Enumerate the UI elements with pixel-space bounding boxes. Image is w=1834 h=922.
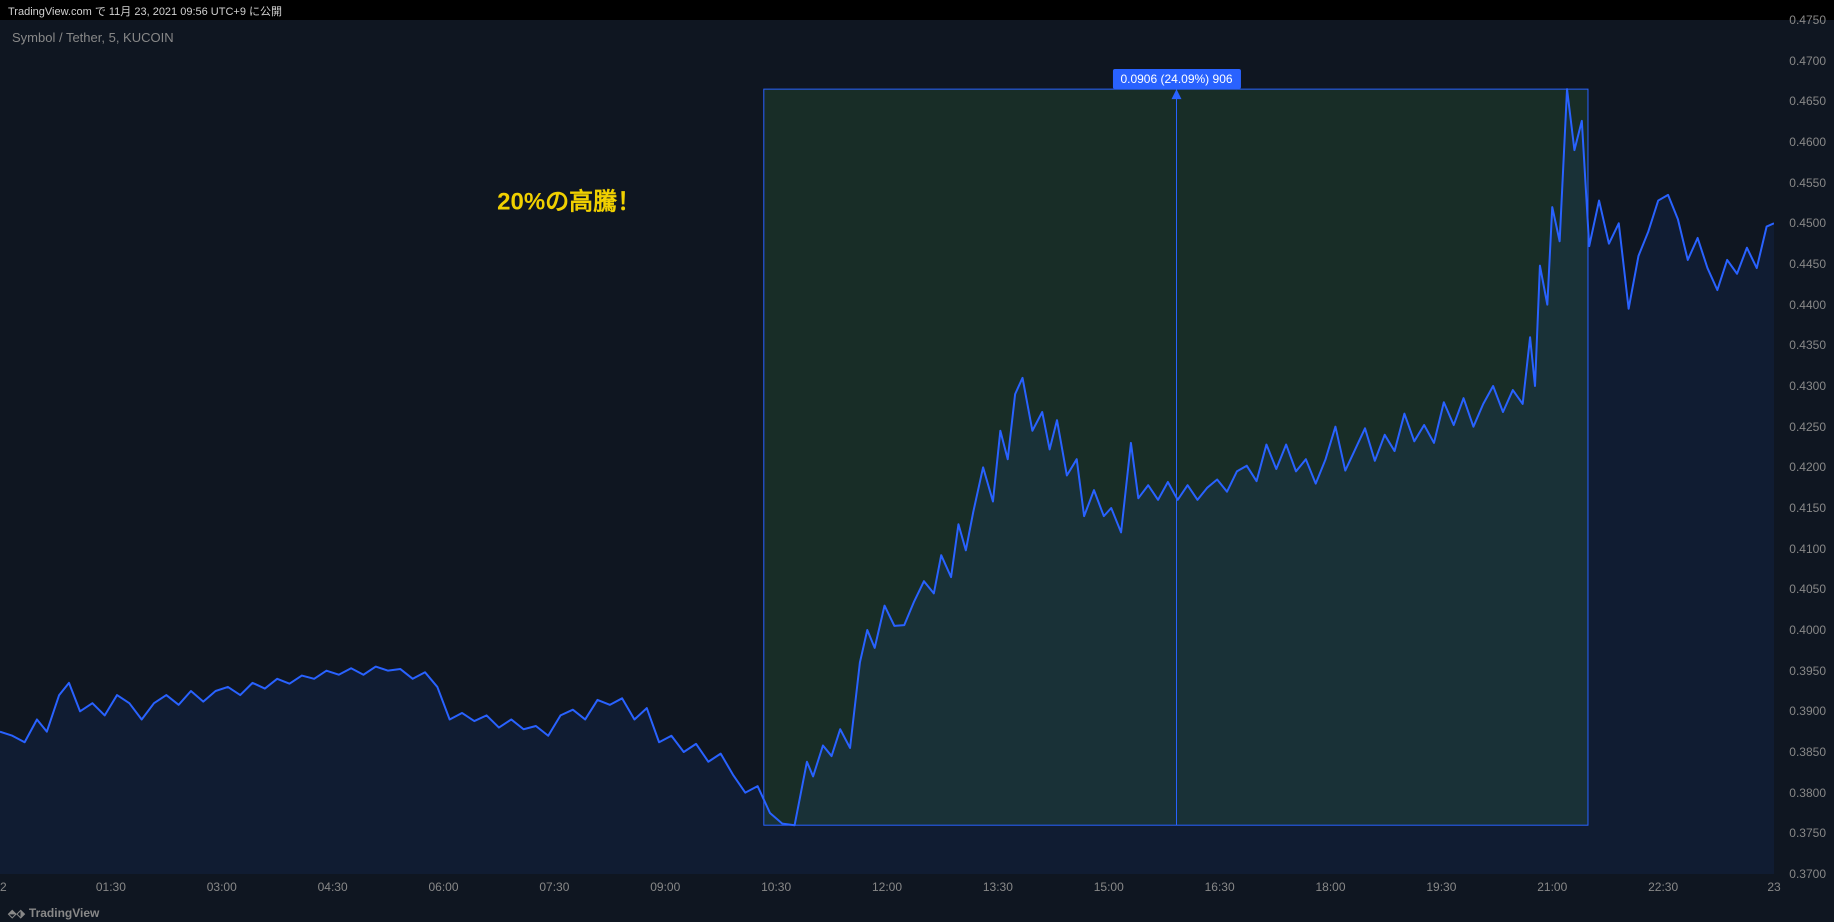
x-tick-label: 10:30 (761, 880, 791, 894)
x-axis: 22 01:30 03:00 04:30 06:00 07:30 09:00 10:30 12:… (0, 874, 1774, 900)
y-tick-label: 0.4550 (1789, 176, 1826, 190)
brand-text: TradingView (29, 906, 99, 920)
tradingview-logo-icon: ⬘⬗ (8, 907, 25, 920)
y-tick-label: 0.4300 (1789, 379, 1826, 393)
surge-annotation: 20%の高騰！ (497, 181, 641, 216)
x-tick-label: 01:30 (96, 880, 126, 894)
y-tick-label: 0.4050 (1789, 582, 1826, 596)
symbol-label: Symbol / Tether, 5, KUCOIN (12, 30, 174, 45)
y-tick-label: 0.3900 (1789, 704, 1826, 718)
x-tick-label: 06:00 (428, 880, 458, 894)
x-tick-label: 13:30 (983, 880, 1013, 894)
publish-text: TradingView.com で 11月 23, 2021 09:56 UTC… (8, 6, 282, 18)
x-tick-label: 16:30 (1205, 880, 1235, 894)
x-tick-label: 07:30 (539, 880, 569, 894)
y-tick-label: 0.4600 (1789, 135, 1826, 149)
x-tick-label: 04:30 (318, 880, 348, 894)
x-tick-label: 22:30 (1648, 880, 1678, 894)
measure-tooltip: 0.0906 (24.09%) 906 (1112, 69, 1240, 89)
x-tick-label: 23 (1767, 880, 1780, 894)
y-tick-label: 0.3800 (1789, 786, 1826, 800)
y-tick-label: 0.4400 (1789, 298, 1826, 312)
x-tick-label: 03:00 (207, 880, 237, 894)
y-tick-label: 0.4350 (1789, 338, 1826, 352)
y-tick-label: 0.4750 (1789, 13, 1826, 27)
y-tick-label: 0.4000 (1789, 623, 1826, 637)
x-tick-label: 15:00 (1094, 880, 1124, 894)
price-line-chart (0, 20, 1774, 874)
y-tick-label: 0.3750 (1789, 826, 1826, 840)
publish-header: TradingView.com で 11月 23, 2021 09:56 UTC… (0, 0, 1834, 20)
chart-container[interactable]: Symbol / Tether, 5, KUCOIN 20%の高騰！ 0.090… (0, 20, 1834, 900)
x-tick-label: 21:00 (1537, 880, 1567, 894)
x-tick-label: 18:00 (1315, 880, 1345, 894)
y-tick-label: 0.3950 (1789, 664, 1826, 678)
y-axis: 0.3700 0.3750 0.3800 0.3850 0.3900 0.3950 0.40… (1774, 20, 1834, 900)
y-tick-label: 0.3700 (1789, 867, 1826, 881)
y-tick-label: 0.4100 (1789, 542, 1826, 556)
plot-area[interactable]: 20%の高騰！ 0.0906 (24.09%) 906 (0, 20, 1774, 874)
brand-footer: ⬘⬗ TradingView (8, 906, 99, 920)
x-tick-label: 22 (0, 880, 7, 894)
x-tick-label: 19:30 (1426, 880, 1456, 894)
y-tick-label: 0.4200 (1789, 460, 1826, 474)
y-tick-label: 0.4700 (1789, 54, 1826, 68)
y-tick-label: 0.4150 (1789, 501, 1826, 515)
y-tick-label: 0.4450 (1789, 257, 1826, 271)
x-tick-label: 12:00 (872, 880, 902, 894)
y-tick-label: 0.3850 (1789, 745, 1826, 759)
x-tick-label: 09:00 (650, 880, 680, 894)
y-tick-label: 0.4250 (1789, 420, 1826, 434)
y-tick-label: 0.4500 (1789, 216, 1826, 230)
y-tick-label: 0.4650 (1789, 94, 1826, 108)
